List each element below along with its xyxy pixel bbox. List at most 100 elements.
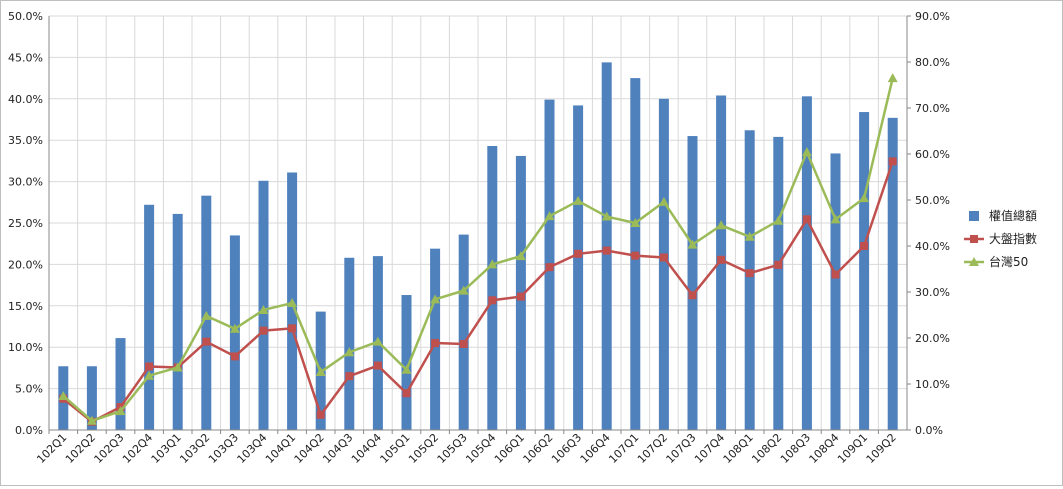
- bar: [86, 366, 97, 430]
- bar: [859, 112, 870, 430]
- x-axis-tick-label: 105Q1: [378, 431, 413, 466]
- square-marker: [316, 410, 325, 419]
- square-marker: [602, 246, 611, 255]
- triangle-marker: [544, 211, 555, 221]
- legend-bar-swatch: [969, 211, 979, 221]
- legend-triangle-marker: [969, 257, 979, 266]
- square-marker: [230, 352, 239, 361]
- legend-square-marker: [970, 235, 978, 243]
- triangle-marker: [887, 73, 898, 83]
- square-marker: [831, 270, 840, 279]
- triangle-marker: [172, 362, 183, 372]
- bar: [144, 204, 155, 430]
- series-line: [62, 160, 894, 423]
- right-axis-tick-label: 30.0%: [915, 286, 950, 299]
- triangle-marker: [601, 211, 612, 221]
- x-axis-tick-label: 102Q2: [63, 431, 98, 466]
- bar: [658, 98, 669, 431]
- triangle-marker: [315, 367, 326, 377]
- bar: [887, 117, 898, 431]
- bar: [172, 213, 183, 430]
- triangle-marker: [144, 370, 155, 380]
- square-marker: [745, 269, 754, 278]
- triangle-marker: [229, 323, 240, 333]
- triangle-marker: [716, 220, 727, 230]
- x-axis-tick-label: 106Q1: [492, 431, 527, 466]
- triangle-marker: [401, 364, 412, 374]
- triangle-marker: [430, 294, 441, 304]
- triangle-marker: [830, 214, 841, 224]
- triangle-marker: [687, 239, 698, 249]
- triangle-marker: [630, 218, 641, 227]
- triangle-marker: [458, 285, 469, 295]
- right-axis-tick-label: 10.0%: [915, 378, 950, 391]
- square-marker: [688, 291, 697, 300]
- square-marker: [860, 242, 869, 250]
- bar: [601, 62, 612, 430]
- triangle-marker: [201, 310, 212, 320]
- left-axis-tick-label: 35.0%: [8, 134, 43, 147]
- bar: [115, 338, 126, 430]
- x-axis-tick-label: 103Q3: [206, 431, 241, 466]
- x-axis-tick-label: 103Q4: [235, 431, 270, 466]
- square-marker: [259, 326, 268, 335]
- square-marker: [345, 372, 354, 381]
- right-axis-tick-label: 90.0%: [915, 10, 950, 23]
- x-axis-tick-label: 102Q3: [92, 431, 127, 466]
- x-axis-tick-label: 106Q4: [578, 431, 613, 466]
- x-axis-tick-label: 107Q2: [635, 431, 670, 466]
- triangle-marker: [258, 304, 269, 314]
- x-axis-tick-label: 108Q1: [721, 431, 756, 466]
- square-marker: [802, 215, 811, 224]
- left-axis-tick-label: 45.0%: [8, 51, 43, 64]
- x-axis-tick-label: 103Q1: [149, 431, 184, 466]
- triangle-marker: [344, 347, 355, 357]
- x-axis-tick-label: 109Q2: [864, 431, 899, 466]
- bar: [687, 136, 698, 430]
- left-axis-tick-label: 30.0%: [8, 176, 43, 189]
- bar: [573, 105, 584, 430]
- square-marker: [631, 251, 640, 260]
- triangle-marker: [287, 298, 298, 308]
- triangle-marker: [372, 336, 383, 346]
- x-axis-tick-label: 108Q3: [778, 431, 813, 466]
- square-marker: [717, 255, 726, 264]
- triangle-marker: [487, 259, 498, 269]
- square-marker: [488, 296, 497, 305]
- square-marker: [202, 337, 211, 346]
- right-axis-tick-label: 70.0%: [915, 102, 950, 115]
- triangle-marker: [773, 215, 784, 225]
- square-marker: [774, 260, 783, 269]
- x-axis-tick-label: 105Q2: [406, 431, 441, 466]
- bar: [401, 295, 412, 430]
- x-axis-tick-label: 104Q3: [320, 431, 355, 466]
- square-marker: [574, 249, 583, 258]
- square-marker: [288, 324, 297, 333]
- left-axis-tick-label: 15.0%: [8, 300, 43, 313]
- bar: [744, 130, 755, 431]
- triangle-marker: [115, 406, 126, 416]
- legend-label: 台灣50: [989, 254, 1028, 269]
- bar: [487, 145, 498, 430]
- series-line: [62, 77, 894, 423]
- left-axis-tick-label: 50.0%: [8, 10, 43, 23]
- x-axis-tick-label: 107Q4: [692, 431, 727, 466]
- triangle-marker: [801, 147, 812, 157]
- x-axis-tick-label: 106Q3: [549, 431, 584, 466]
- right-axis-tick-label: 40.0%: [915, 240, 950, 253]
- x-axis-tick-label: 109Q1: [835, 431, 870, 466]
- square-marker: [516, 292, 525, 301]
- bar: [801, 96, 812, 430]
- left-axis-tick-label: 25.0%: [8, 217, 43, 230]
- right-axis-tick-label: 20.0%: [915, 332, 950, 345]
- right-axis-tick-label: 50.0%: [915, 194, 950, 207]
- square-marker: [431, 339, 440, 348]
- x-axis-tick-label: 105Q4: [463, 431, 498, 466]
- line-series: [58, 73, 898, 426]
- x-axis-tick-label: 105Q3: [435, 431, 470, 466]
- triangle-marker: [658, 196, 669, 206]
- square-marker: [145, 362, 154, 371]
- square-marker: [402, 389, 411, 398]
